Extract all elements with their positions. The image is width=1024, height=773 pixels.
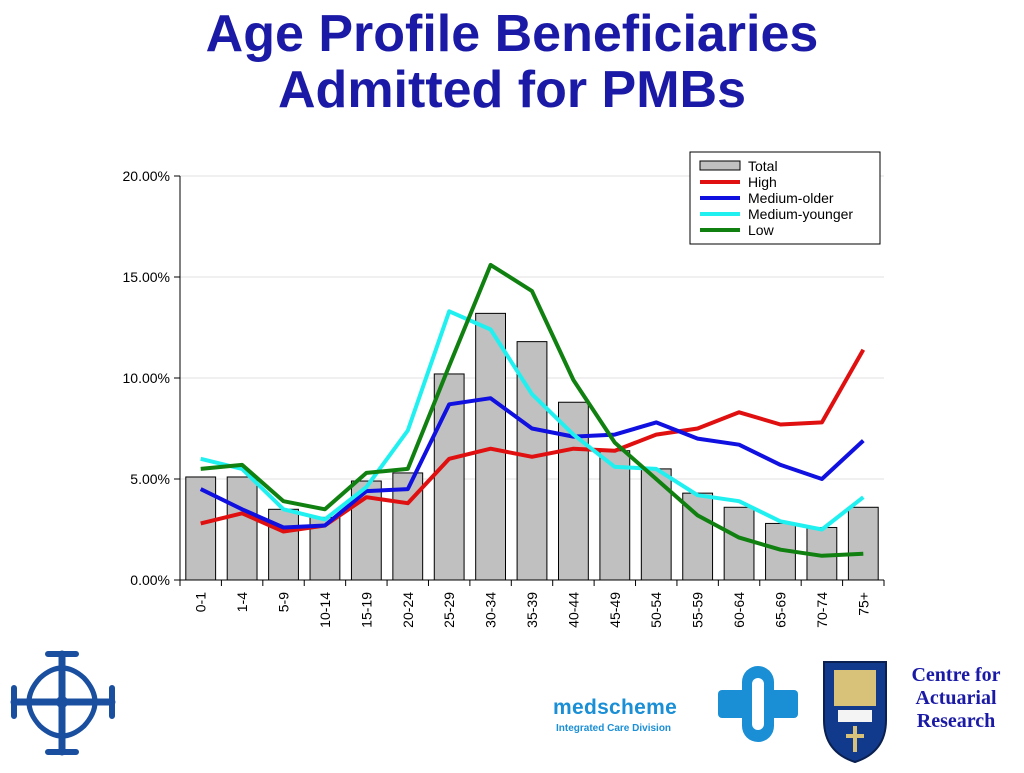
y-tick-label: 20.00% [123,168,170,184]
x-tick-label: 20-24 [400,592,416,628]
page-title: Age Profile Beneficiaries Admitted for P… [0,6,1024,118]
legend-swatch [699,160,741,171]
y-tick-label: 10.00% [123,370,170,386]
line-medium-older [199,396,865,530]
x-tick-label: 25-29 [441,592,457,628]
footer-logos: medscheme Integrated Care Division Centr… [0,640,1024,768]
x-tick-label: 75+ [855,592,871,616]
x-tick-label: 40-44 [565,592,581,628]
x-tick-label: 0-1 [193,592,209,612]
legend-label: Medium-younger [748,206,853,222]
x-tick-label: 1-4 [234,592,250,612]
x-tick-label: 65-69 [772,592,788,628]
line-medium-younger [200,309,865,532]
x-tick-label: 60-64 [731,592,747,628]
title-line-1: Age Profile Beneficiaries [205,5,819,63]
x-tick-label: 35-39 [524,592,540,628]
bar-total-5-9 [268,508,299,581]
medscheme-mark-icon [718,666,798,742]
y-tick-label: 15.00% [123,269,170,285]
cfar-name: Centre for Actuarial Research [892,664,1020,733]
x-tick-label: 50-54 [648,592,664,628]
line-low [200,262,864,558]
bar-total-40-44 [558,401,589,581]
x-tick-label: 10-14 [317,592,333,628]
plot-area: 0.00% 5.00% 10.00% 15.00% 20.00% 0-1 1-4 5-9 10-… [123,168,885,628]
x-tick-label: 55-59 [690,592,706,628]
cfar-line-2: Actuarial [915,687,997,709]
legend-label: Medium-older [748,190,834,206]
x-tick-label: 5-9 [276,592,292,612]
legend-label: High [748,174,777,190]
cfar-line-3: Research [916,710,996,732]
bar-total-30-34 [475,312,506,581]
title-line-2: Admitted for PMBs [278,61,746,119]
x-tick-label: 70-74 [814,592,830,628]
university-crest-icon [823,661,887,764]
bar-total-10-14 [309,516,341,581]
bar-total-45-49 [599,450,631,581]
bar-total-75+ [847,506,879,581]
legend-label: Total [748,158,778,174]
bar-total-60-64 [723,506,755,581]
y-tick-label: 0.00% [130,572,170,588]
logo-strip [10,650,887,764]
x-tick-label: 30-34 [483,592,499,628]
bar-total-1-4 [226,476,258,581]
medscheme-name: medscheme [553,696,678,719]
x-tick-label: 45-49 [607,592,623,628]
y-tick-label: 5.00% [130,471,170,487]
age-profile-chart: 0.00% 5.00% 10.00% 15.00% 20.00% 0-1 1-4 5-9 10-… [123,151,885,628]
legend-label: Low [748,222,775,238]
medscheme-tagline: Integrated Care Division [556,723,672,734]
x-tick-label: 15-19 [358,592,374,628]
cfar-line-1: Centre for [911,664,1001,686]
cross-logo-icon [10,650,116,756]
